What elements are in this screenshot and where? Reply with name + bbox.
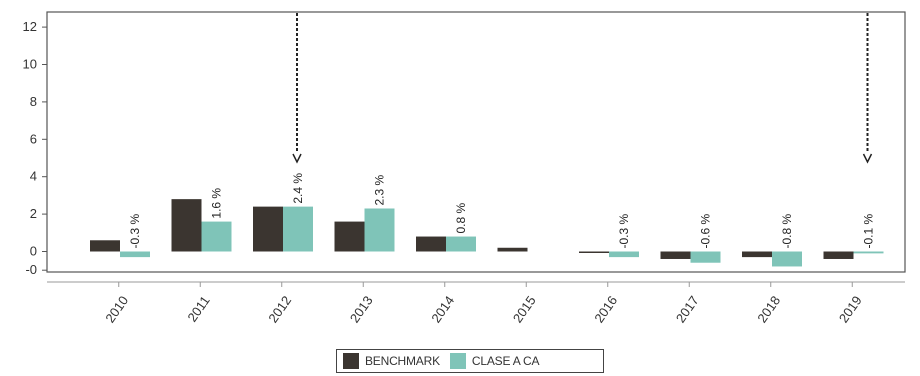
data-label-2013: 2.3 %: [373, 174, 387, 205]
x-tick-label-2014: 2014: [428, 293, 457, 325]
bar-clase-a-ca-2019: [853, 251, 884, 254]
y-tick-label: 12: [23, 19, 37, 34]
legend-swatch-clase-a-ca: [449, 353, 466, 369]
x-tick-label-2018: 2018: [754, 293, 783, 325]
data-label-2010: -0.3 %: [128, 213, 142, 248]
y-tick-label: 0: [30, 244, 37, 259]
bar-benchmark-2016: [579, 251, 609, 253]
bar-benchmark-2012: [253, 206, 283, 252]
data-label-2017: -0.6 %: [699, 213, 713, 248]
y-tick-label: 10: [23, 57, 37, 72]
x-tick-label-2011: 2011: [184, 293, 212, 325]
data-label-2012: 2.4 %: [291, 173, 305, 204]
x-tick-label-2013: 2013: [347, 293, 376, 325]
bar-benchmark-2019: [823, 251, 854, 259]
legend-label-clase-a-ca: CLASE A CA: [471, 354, 540, 368]
x-tick-label-2015: 2015: [510, 293, 539, 325]
y-tick-label: -0: [25, 262, 37, 277]
annotation-arrowhead-2012: [292, 153, 302, 164]
bar-clase-a-ca-2010: [120, 251, 150, 258]
y-tick-label: 8: [30, 94, 37, 109]
y-tick-label: 2: [30, 206, 37, 221]
x-tick-label-2017: 2017: [673, 293, 702, 325]
x-tick-label-2019: 2019: [836, 293, 865, 325]
bar-benchmark-2013: [334, 221, 365, 252]
bar-clase-a-ca-2018: [772, 251, 802, 267]
x-tick-label-2010: 2010: [102, 293, 131, 325]
bar-benchmark-2018: [742, 251, 772, 258]
x-tick-label-2012: 2012: [265, 293, 294, 325]
chart-legend: BENCHMARK CLASE A CA: [336, 349, 604, 373]
bar-benchmark-2010: [90, 240, 120, 252]
data-label-2018: -0.8 %: [780, 213, 794, 248]
bar-benchmark-2011: [171, 199, 202, 252]
bar-benchmark-2017: [660, 251, 691, 259]
data-label-2019: -0.1 %: [862, 213, 876, 248]
plot-frame: [46, 11, 906, 273]
legend-item-clase-a-ca: CLASE A CA: [449, 353, 540, 369]
bar-clase-a-ca-2013: [364, 208, 395, 252]
data-label-2011: 1.6 %: [210, 188, 224, 219]
data-label-2016: -0.3 %: [617, 213, 631, 248]
y-tick-label: 6: [30, 131, 37, 146]
bar-benchmark-2015: [497, 247, 528, 252]
legend-item-benchmark: BENCHMARK: [343, 353, 440, 369]
labels-layer: -0 0 2 4 6 8 10 12 2010 -0.3 % 2011 1.6 % 2012 2.4 % 2…: [23, 19, 876, 325]
bar-clase-a-ca-2017: [690, 251, 721, 263]
axes-layer: [42, 11, 906, 287]
bars-layer: [90, 199, 884, 267]
legend-swatch-benchmark: [343, 353, 359, 369]
annotation-layer: [292, 13, 873, 164]
legend-label-benchmark: BENCHMARK: [365, 354, 440, 368]
bar-clase-a-ca-2014: [446, 236, 476, 252]
bar-clase-a-ca-2016: [609, 251, 639, 258]
annotation-arrowhead-2019: [862, 153, 873, 164]
bar-clase-a-ca-2012: [283, 206, 313, 252]
x-tick-label-2016: 2016: [591, 293, 620, 325]
bar-clase-a-ca-2011: [201, 221, 232, 252]
y-tick-label: 4: [30, 169, 37, 184]
data-label-2014: 0.8 %: [454, 203, 468, 234]
bar-benchmark-2014: [416, 236, 446, 252]
